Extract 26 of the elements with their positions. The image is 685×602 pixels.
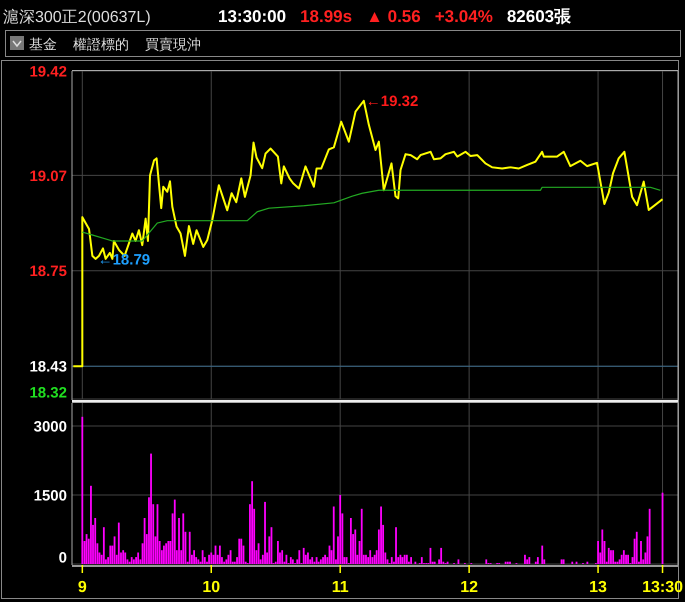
annotation: ←19.32 — [366, 93, 418, 110]
y-tick-label: 18.43 — [29, 358, 67, 376]
chart-title: 滬深300正2(00637L) — [3, 8, 151, 26]
text: 買賣現沖 — [145, 36, 201, 52]
x-tick-label: 9 — [78, 579, 87, 596]
y-tick-label: 3000 — [34, 418, 67, 436]
y-tick-label: 18.75 — [29, 263, 67, 280]
text: 基金 — [29, 36, 57, 52]
y-tick-label: 1500 — [34, 487, 67, 504]
y-tick-label: 18.32 — [29, 384, 67, 402]
annotation: ←18.79 — [98, 251, 150, 268]
text: +3.04% — [434, 7, 493, 26]
x-tick-label: 12 — [460, 579, 478, 596]
y-tick-label: 19.07 — [29, 168, 67, 185]
text: 權證標的 — [73, 36, 129, 52]
text: 18.99s — [300, 7, 352, 26]
text: ▲ 0.56 — [366, 7, 421, 26]
y-tick-label: 19.42 — [29, 63, 67, 80]
line-series — [82, 186, 661, 242]
x-tick-label: 10 — [202, 579, 220, 596]
x-tick-label: 13 — [589, 579, 608, 596]
y-tick-label: 0 — [58, 549, 67, 566]
x-tick-label: 13:30 — [642, 579, 684, 596]
x-tick-label: 11 — [332, 579, 349, 596]
text: 82603張 — [506, 7, 572, 26]
text: 13:30:00 — [218, 7, 286, 26]
